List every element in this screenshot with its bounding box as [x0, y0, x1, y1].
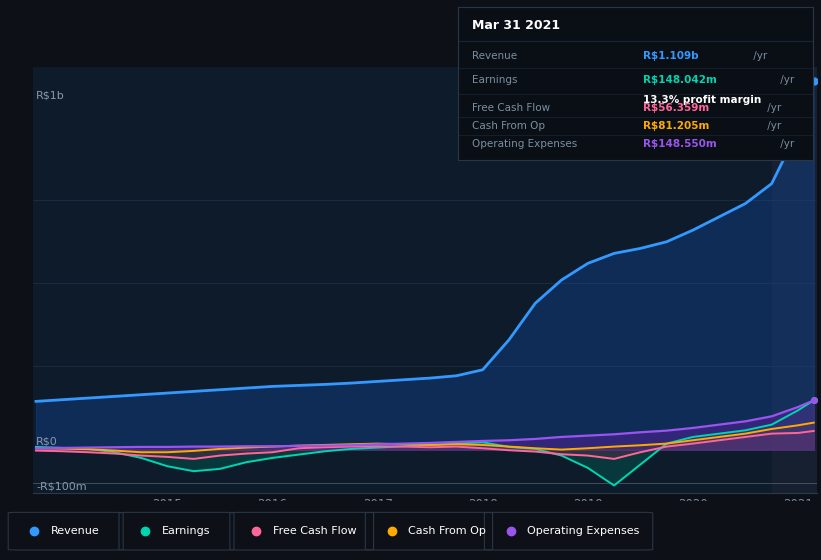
Text: Earnings: Earnings: [162, 526, 210, 535]
Text: -R$100m: -R$100m: [36, 482, 87, 492]
Text: R$148.550m: R$148.550m: [643, 139, 716, 150]
Text: Mar 31 2021: Mar 31 2021: [472, 19, 561, 32]
Text: /yr: /yr: [750, 51, 768, 61]
Text: R$1b: R$1b: [36, 91, 65, 100]
Text: R$148.042m: R$148.042m: [643, 76, 717, 85]
Text: R$0: R$0: [36, 437, 57, 447]
Text: /yr: /yr: [777, 76, 795, 85]
Text: Free Cash Flow: Free Cash Flow: [273, 526, 356, 535]
Text: Revenue: Revenue: [51, 526, 99, 535]
Text: Free Cash Flow: Free Cash Flow: [472, 103, 550, 113]
Text: R$81.205m: R$81.205m: [643, 121, 709, 131]
Text: Operating Expenses: Operating Expenses: [472, 139, 577, 150]
Text: R$56.359m: R$56.359m: [643, 103, 709, 113]
Text: Revenue: Revenue: [472, 51, 517, 61]
Text: Cash From Op: Cash From Op: [408, 526, 486, 535]
Text: /yr: /yr: [764, 121, 781, 131]
Text: Earnings: Earnings: [472, 76, 518, 85]
Text: Cash From Op: Cash From Op: [472, 121, 545, 131]
Text: /yr: /yr: [764, 103, 781, 113]
Bar: [772, 67, 819, 493]
Text: 13.3% profit margin: 13.3% profit margin: [643, 95, 761, 105]
Text: Operating Expenses: Operating Expenses: [527, 526, 640, 535]
Text: /yr: /yr: [777, 139, 795, 150]
Text: R$1.109b: R$1.109b: [643, 51, 698, 61]
